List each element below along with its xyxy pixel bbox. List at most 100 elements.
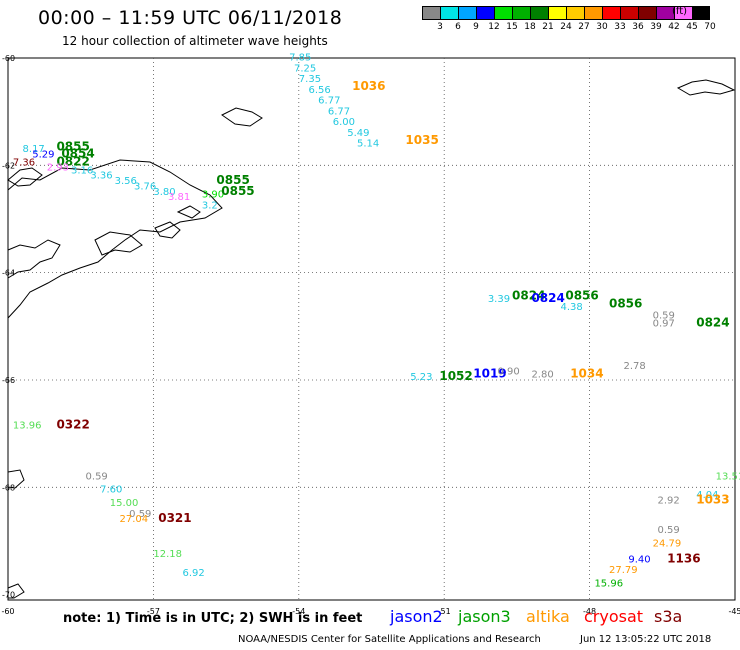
wave-height-label: 7.25 [294,63,316,74]
wave-height-label: 0.59 [653,310,675,321]
colorbar-swatch [602,6,620,20]
wave-height-label: 3.80 [153,187,175,198]
wave-height-label: 0.59 [86,471,108,482]
time-label: 0855 [221,184,254,198]
colorbar-swatch [692,6,710,20]
colorbar-label: 39 [650,22,662,32]
lon-tick-label: -48 [583,607,596,616]
wave-height-label: 15.00 [110,498,139,509]
colorbar-swatch [512,6,530,20]
lon-tick-label: -57 [147,607,160,616]
time-label: 0824 [531,291,564,305]
wave-height-label: 5.23 [410,372,432,383]
time-label: 0321 [158,511,191,525]
colorbar-label: 18 [524,22,536,32]
wave-height-label: 0.59 [129,509,151,520]
wave-height-label: 2.93 [47,163,69,174]
wave-height-label: 0.97 [653,318,675,329]
colorbar-swatch [656,6,674,20]
wave-height-label: 2.80 [531,369,553,380]
time-label: 1036 [352,79,385,93]
colorbar-swatch [638,6,656,20]
colorbar-swatch [422,6,440,20]
lat-tick-label: -70 [2,591,15,600]
wave-height-label: 3.39 [488,294,510,305]
lat-tick-label: -64 [2,269,15,278]
colorbar-label: 12 [488,22,500,32]
wave-height-label: 3.76 [134,181,156,192]
time-label: 0824 [512,288,545,302]
wave-height-label: 13.51 [716,471,740,482]
wave-height-label: 3.56 [115,176,137,187]
colorbar-swatch [566,6,584,20]
south-sandwich-coastline [676,79,736,96]
coastline-sw [7,583,25,599]
lon-tick-label: -54 [292,607,305,616]
time-label: 0322 [56,417,89,431]
time-label: 0824 [696,315,729,329]
colorbar-label: 24 [560,22,572,32]
colorbar-swatch [530,6,548,20]
colorbar-label: 6 [455,22,461,32]
colorbar-label: 3 [437,22,443,32]
wave-height-label: 6.92 [182,568,204,579]
map-frame [7,57,736,601]
colorbar-swatch [584,6,602,20]
wave-height-label: 24.79 [653,538,682,549]
time-label: 0855 [216,173,249,187]
lon-tick-label: -60 [1,607,14,616]
island-coastline [94,231,143,256]
legend-item-s3a: s3a [654,607,683,626]
colorbar-label: 15 [506,22,518,32]
colorbar-unit: (ft) [672,6,688,17]
wave-height-label: 8.17 [23,144,45,155]
legend-item-cryosat: cryosat [584,607,644,626]
wave-height-label: 3.36 [90,171,112,182]
wave-height-label: 3.2 [202,200,218,211]
time-label: 1136 [667,551,700,565]
legend-item-altika: altika [526,607,570,626]
wave-height-label: 3.90 [202,190,224,201]
colorbar-label: 33 [614,22,626,32]
wave-height-label: 2.92 [657,495,679,506]
wave-height-label: 13.96 [13,420,42,431]
colorbar-swatch [674,6,692,20]
wave-height-label: 6.00 [333,117,355,128]
time-label: 1052 [439,369,472,383]
wave-height-label: 15.96 [594,579,623,590]
time-label: 0856 [609,297,642,311]
timestamp-text: Jun 12 13:05:22 UTC 2018 [580,634,712,645]
wave-height-label: 5.14 [357,139,379,150]
wave-height-label: 9.40 [628,554,650,565]
wave-height-label: 7.36 [13,157,35,168]
footer-note: note: 1) Time is in UTC; 2) SWH is in fe… [63,611,363,626]
legend-item-jason2: jason2 [390,607,443,626]
colorbar-label: 30 [596,22,608,32]
colorbar-swatch [440,6,458,20]
island-coastline [7,167,43,187]
colorbar-swatch [458,6,476,20]
lat-tick-label: -60 [2,54,15,63]
south-orkney-coastline [221,107,263,127]
colorbar-label: 70 [704,22,716,32]
colorbar-label: 9 [473,22,479,32]
wave-height-label: 27.79 [609,565,638,576]
page-subtitle: 12 hour collection of altimeter wave hei… [62,34,328,48]
time-label: 0855 [56,139,89,153]
colorbar-swatch [548,6,566,20]
time-label: 1034 [570,366,603,380]
wave-height-label: 4.38 [561,302,583,313]
colorbar-swatch [620,6,638,20]
wave-height-label: 0.90 [498,367,520,378]
time-label: 0856 [565,288,598,302]
island-coastline [154,221,181,239]
colorbar-label: 27 [578,22,590,32]
wave-height-label: 3.16 [71,165,93,176]
lat-tick-label: -62 [2,161,15,170]
coastline-sw [7,469,25,489]
wave-height-label: 3.81 [168,192,190,203]
colorbar-label: 42 [668,22,680,32]
wave-height-label: 6.56 [308,85,330,96]
wave-height-label: 7.35 [299,74,321,85]
legend-item-jason3: jason3 [458,607,511,626]
